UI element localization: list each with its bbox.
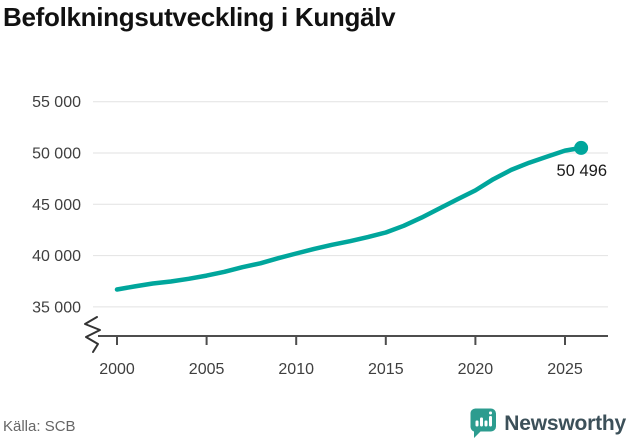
x-axis-tick-label: 2005 [189, 361, 225, 378]
y-axis-tick-label: 35 000 [32, 299, 81, 316]
x-axis-tick-label: 2010 [278, 361, 314, 378]
x-axis-tick-label: 2000 [99, 361, 135, 378]
newsworthy-wordmark: Newsworthy [504, 411, 626, 435]
source-label: Källa: SCB [3, 418, 76, 435]
newsworthy-logo: Newsworthy [470, 408, 626, 439]
y-axis-tick-label: 40 000 [32, 248, 81, 265]
x-axis-tick-label: 2020 [458, 361, 494, 378]
y-axis-tick-label: 50 000 [32, 146, 81, 163]
chart-title: Befolkningsutveckling i Kungälv [3, 2, 396, 32]
x-axis-tick-label: 2015 [368, 361, 404, 378]
axis-break-icon [84, 316, 101, 353]
y-axis-tick-label: 45 000 [32, 197, 81, 214]
latest-value-label: 50 496 [557, 162, 607, 180]
y-axis-tick-label: 55 000 [32, 94, 81, 111]
latest-point-dot [574, 140, 589, 155]
x-axis-tick-label: 2025 [547, 361, 583, 378]
population-line [114, 145, 584, 292]
newsworthy-chart-bubble-icon [470, 408, 497, 438]
